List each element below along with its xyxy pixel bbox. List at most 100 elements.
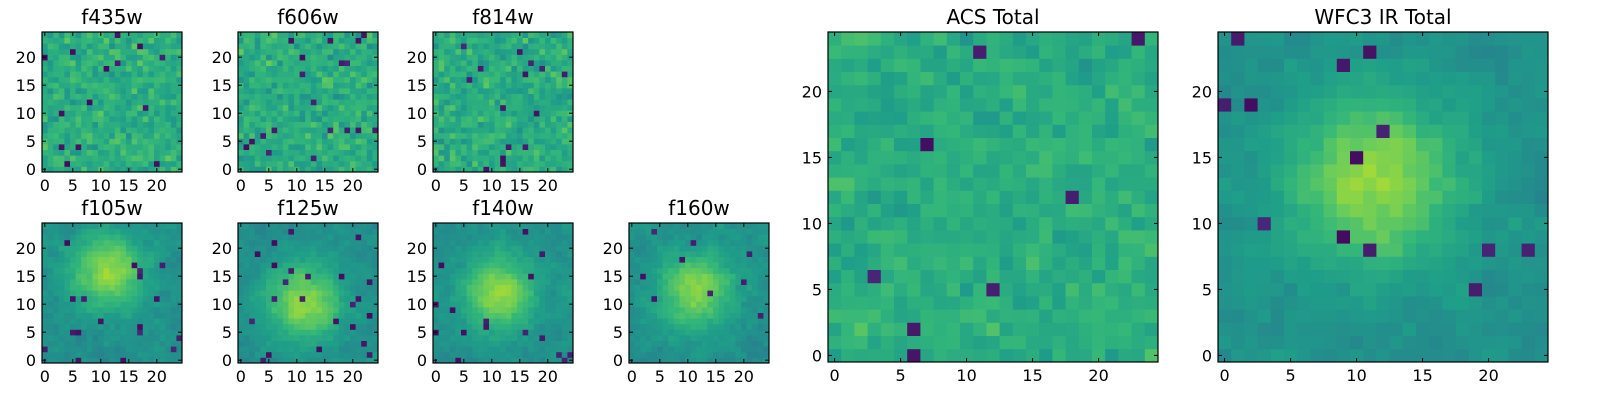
heatmap-cell [282, 160, 289, 167]
heatmap-cell [305, 245, 312, 252]
heatmap-cell [271, 37, 278, 44]
heatmap-cell [522, 323, 529, 330]
heatmap-cell [729, 307, 736, 313]
heatmap-cell [53, 295, 60, 302]
heatmap-cell [477, 290, 484, 297]
heatmap-cell [294, 290, 300, 297]
heatmap-cell [58, 48, 65, 55]
heatmap-cell [238, 76, 244, 83]
heatmap-cell [327, 307, 334, 313]
heatmap-cell [238, 307, 244, 313]
heatmap-cell [472, 166, 479, 173]
heatmap-cell [1052, 256, 1066, 270]
heatmap-cell [53, 54, 60, 61]
heatmap-cell [355, 256, 362, 263]
heatmap-cell [854, 150, 868, 165]
heatmap-cell [170, 166, 177, 173]
heatmap-cell [64, 155, 71, 162]
heatmap-cell [651, 357, 658, 364]
heatmap-cell [701, 307, 708, 313]
heatmap-cell [477, 60, 484, 66]
y-tick-label: 5 [613, 323, 623, 342]
heatmap-cell [53, 43, 60, 50]
heatmap-cell [58, 273, 65, 280]
heatmap-cell [288, 144, 295, 150]
heatmap-cell [517, 251, 523, 257]
heatmap-cell [466, 99, 473, 106]
heatmap-cell [47, 48, 54, 55]
heatmap-cell [466, 132, 473, 139]
heatmap-cell [472, 323, 479, 330]
heatmap-cell [466, 256, 473, 263]
heatmap-cell [114, 144, 121, 150]
heatmap-cell [114, 43, 121, 50]
heatmap-cell [707, 335, 714, 341]
heatmap-cell [299, 127, 306, 134]
heatmap-cell [170, 234, 177, 241]
heatmap-cell [741, 335, 747, 341]
heatmap-cell [109, 121, 116, 128]
heatmap-cell [455, 351, 462, 358]
heatmap-cell [707, 245, 714, 252]
heatmap-cell [75, 307, 82, 313]
heatmap-cell [483, 312, 490, 319]
heatmap-cell [533, 43, 540, 50]
heatmap-cell [1105, 322, 1119, 336]
heatmap-cell [533, 110, 540, 117]
heatmap-cell [327, 251, 334, 257]
heatmap-cell [81, 346, 88, 353]
heatmap-cell [567, 267, 574, 274]
heatmap-cell [366, 54, 373, 61]
heatmap-cell [517, 43, 523, 50]
heatmap-cell [142, 340, 149, 347]
heatmap-cell [333, 37, 340, 44]
heatmap-cell [550, 340, 557, 347]
heatmap-cell [137, 99, 144, 106]
heatmap-cell [260, 256, 267, 263]
heatmap-cell [114, 351, 121, 358]
heatmap-cell [494, 65, 501, 72]
heatmap-cell [165, 60, 172, 66]
heatmap-cell [75, 234, 82, 241]
heatmap-cell [545, 284, 551, 291]
heatmap-cell [517, 48, 523, 55]
heatmap-cell [288, 76, 295, 83]
heatmap-cell [511, 65, 518, 72]
heatmap-cell [455, 65, 462, 72]
heatmap-cell [561, 149, 568, 156]
heatmap-cell [550, 312, 557, 319]
heatmap-cell [42, 351, 48, 358]
heatmap-cell [282, 323, 289, 330]
heatmap-cell [98, 323, 104, 330]
heatmap-cell [114, 132, 121, 139]
heatmap-cell [120, 104, 127, 111]
heatmap-cell [266, 329, 272, 336]
heatmap-cell [310, 71, 317, 78]
heatmap-cell [907, 243, 921, 257]
heatmap-cell [550, 239, 557, 246]
heatmap-cell [657, 279, 663, 285]
heatmap-cell [511, 71, 518, 78]
heatmap-cell [522, 82, 529, 89]
heatmap-cell [338, 93, 345, 100]
heatmap-cell [350, 307, 356, 313]
heatmap-cell [505, 279, 512, 285]
heatmap-cell [735, 234, 742, 241]
heatmap-cell [109, 99, 116, 106]
heatmap-cell [131, 307, 138, 313]
heatmap-cell [361, 318, 368, 325]
heatmap-cell [58, 32, 65, 38]
heatmap-cell [260, 295, 267, 302]
heatmap-cell [946, 322, 961, 336]
heatmap-cell [333, 340, 340, 347]
heatmap-cell [854, 164, 868, 178]
heatmap-cell [489, 132, 495, 139]
heatmap-cell [64, 32, 71, 38]
heatmap-cell [344, 155, 351, 162]
heatmap-cell [366, 160, 373, 167]
heatmap-cell [170, 273, 177, 280]
heatmap-cell [344, 223, 351, 229]
heatmap-cell [500, 155, 507, 162]
heatmap-cell [58, 262, 65, 269]
heatmap-cell [305, 312, 312, 319]
